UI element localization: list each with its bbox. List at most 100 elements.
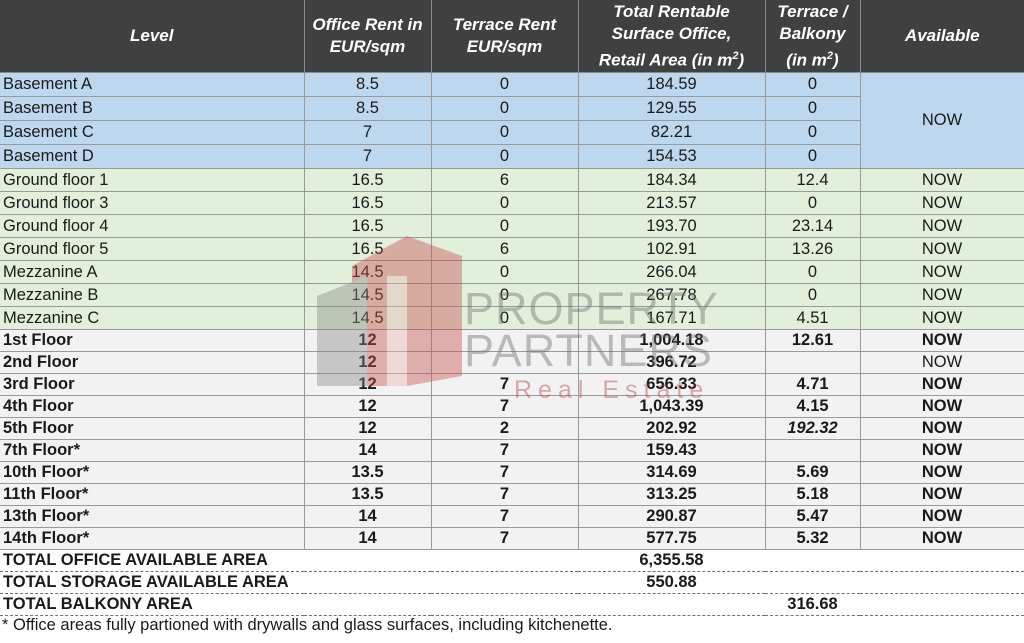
table-row: Mezzanine B 14.5 0 267.78 0 NOW: [0, 283, 1024, 307]
surface-cell: 267.78: [578, 283, 766, 307]
available-cell: NOW: [860, 373, 1024, 396]
office-rent-cell: 7: [304, 120, 432, 145]
total-storage-label: TOTAL STORAGE AVAILABLE AREA: [0, 571, 578, 594]
total-office-label: TOTAL OFFICE AVAILABLE AREA: [0, 549, 578, 572]
table-row: Ground floor 1 16.5 6 184.34 12.4 NOW: [0, 168, 1024, 192]
office-rent-cell: 12: [304, 417, 432, 440]
balcony-cell: [765, 351, 861, 374]
terrace-rent-cell: 0: [431, 306, 579, 330]
table-row: Basement A 8.5 0 184.59 0 NOW: [0, 72, 1024, 169]
office-rent-cell: 16.5: [304, 191, 432, 215]
header-office-rent: Office Rent in EUR/sqm: [304, 0, 432, 73]
office-rent-cell: 16.5: [304, 237, 432, 261]
surface-cell: 167.71: [578, 306, 766, 330]
available-cell: NOW: [860, 351, 1024, 374]
level-cell: 13th Floor*: [0, 505, 305, 528]
terrace-rent-cell: 2: [431, 417, 579, 440]
surface-cell: 656.33: [578, 373, 766, 396]
table-row: Basement B 8.5 0 129.55 0: [0, 96, 1024, 121]
office-rent-cell: 13.5: [304, 483, 432, 506]
surface-cell: 159.43: [578, 439, 766, 462]
level-cell: 3rd Floor: [0, 373, 305, 396]
office-rent-cell: 14.5: [304, 283, 432, 307]
terrace-rent-cell: 0: [431, 260, 579, 284]
table-row: 14th Floor* 14 7 577.75 5.32 NOW: [0, 527, 1024, 550]
office-rent-cell: 14.5: [304, 260, 432, 284]
balcony-cell: 5.47: [765, 505, 861, 528]
available-cell: NOW: [860, 214, 1024, 238]
table-row: 10th Floor* 13.5 7 314.69 5.69 NOW: [0, 461, 1024, 484]
terrace-rent-cell: 0: [431, 72, 579, 97]
table-row: 2nd Floor 12 396.72 NOW: [0, 351, 1024, 374]
office-rent-cell: 8.5: [304, 96, 432, 121]
surface-cell: 184.34: [578, 168, 766, 192]
balcony-cell: 23.14: [765, 214, 861, 238]
terrace-rent-cell: 0: [431, 120, 579, 145]
office-rent-cell: 14: [304, 505, 432, 528]
level-cell: 7th Floor*: [0, 439, 305, 462]
level-cell: 11th Floor*: [0, 483, 305, 506]
available-cell: NOW: [860, 283, 1024, 307]
table-row: 13th Floor* 14 7 290.87 5.47 NOW: [0, 505, 1024, 528]
level-cell: Basement B: [0, 96, 305, 121]
level-cell: 10th Floor*: [0, 461, 305, 484]
header-level: Level: [0, 0, 305, 73]
table-row: Mezzanine C 14.5 0 167.71 4.51 NOW: [0, 306, 1024, 330]
office-rent-cell: 12: [304, 373, 432, 396]
surface-cell: 82.21: [578, 120, 766, 145]
level-cell: Ground floor 5: [0, 237, 305, 261]
balcony-cell: 0: [765, 72, 861, 97]
available-cell: NOW: [860, 505, 1024, 528]
available-cell: NOW: [860, 527, 1024, 550]
surface-cell: 193.70: [578, 214, 766, 238]
surface-cell: 213.57: [578, 191, 766, 215]
total-storage-empty: [765, 571, 860, 594]
office-rent-cell: 16.5: [304, 214, 432, 238]
terrace-rent-cell: 0: [431, 96, 579, 121]
rent-table: Level Office Rent in EUR/sqm Terrace Rent…: [0, 0, 1024, 616]
terrace-rent-cell: 6: [431, 237, 579, 261]
total-office-value: 6,355.58: [578, 549, 765, 572]
balcony-cell: 13.26: [765, 237, 861, 261]
available-cell-merged: NOW: [860, 72, 1024, 169]
surface-cell: 184.59: [578, 72, 766, 97]
office-rent-cell: 14: [304, 439, 432, 462]
level-cell: Basement C: [0, 120, 305, 145]
total-balcony-value: 316.68: [765, 593, 860, 616]
terrace-rent-cell: 0: [431, 283, 579, 307]
level-cell: Mezzanine A: [0, 260, 305, 284]
balcony-cell: 4.71: [765, 373, 861, 396]
surface-cell: 1,043.39: [578, 395, 766, 418]
surface-cell: 266.04: [578, 260, 766, 284]
total-storage-empty-2: [860, 571, 1024, 594]
available-cell: NOW: [860, 417, 1024, 440]
surface-cell: 154.53: [578, 144, 766, 169]
office-rent-cell: 16.5: [304, 168, 432, 192]
total-storage-value: 550.88: [578, 571, 765, 594]
available-cell: NOW: [860, 329, 1024, 352]
surface-cell: 1,004.18: [578, 329, 766, 352]
balcony-cell: 0: [765, 283, 861, 307]
terrace-rent-cell: 6: [431, 168, 579, 192]
surface-cell: 396.72: [578, 351, 766, 374]
level-cell: 4th Floor: [0, 395, 305, 418]
available-cell: NOW: [860, 395, 1024, 418]
surface-cell: 290.87: [578, 505, 766, 528]
office-rent-cell: 14.5: [304, 306, 432, 330]
terrace-rent-cell: 7: [431, 527, 579, 550]
level-cell: Basement A: [0, 72, 305, 97]
surface-cell: 313.25: [578, 483, 766, 506]
total-balcony-label: TOTAL BALKONY AREA: [0, 593, 578, 616]
level-cell: Mezzanine C: [0, 306, 305, 330]
office-rent-cell: 12: [304, 395, 432, 418]
balcony-cell: 12.4: [765, 168, 861, 192]
total-office-empty-2: [860, 549, 1024, 572]
surface-cell: 102.91: [578, 237, 766, 261]
available-cell: NOW: [860, 237, 1024, 261]
table-row: 1st Floor 12 1,004.18 12.61 NOW: [0, 329, 1024, 352]
level-cell: 2nd Floor: [0, 351, 305, 374]
balcony-cell: 0: [765, 144, 861, 169]
terrace-rent-cell: 7: [431, 395, 579, 418]
level-cell: Basement D: [0, 144, 305, 169]
available-cell: NOW: [860, 168, 1024, 192]
